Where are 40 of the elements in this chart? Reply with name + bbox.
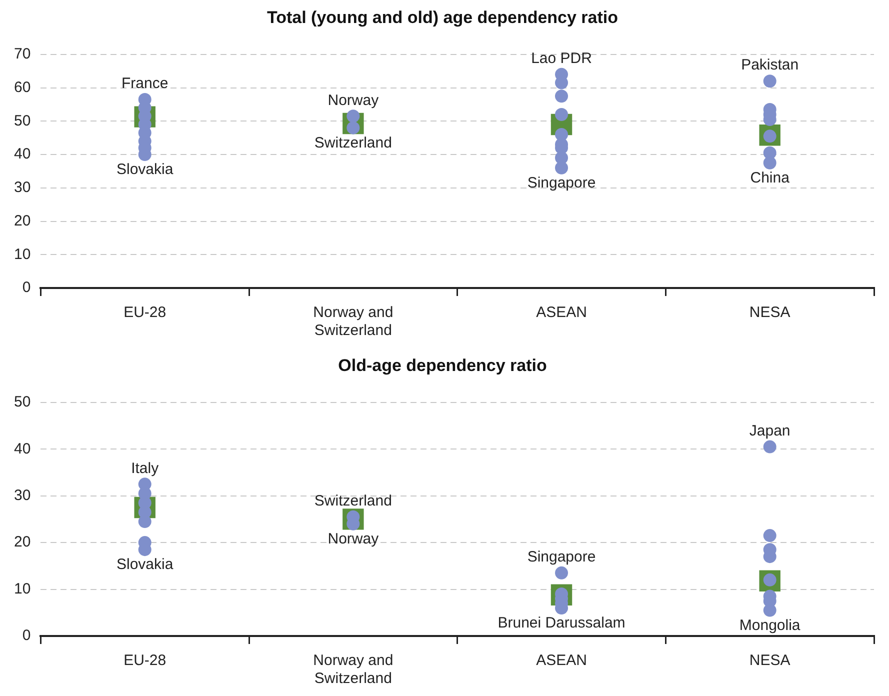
annotation: Norway [328,530,380,548]
chart-title: Old-age dependency ratio [338,356,547,375]
annotation: Brunei Darussalam [498,614,626,632]
x-tick-label: Norway and Switzerland [313,304,394,340]
y-tick-label: 40 [14,440,31,458]
y-tick-label: 10 [14,580,31,598]
x-tick-label: Norway and Switzerland [313,652,394,688]
y-tick-label: 30 [14,179,31,196]
y-tick-label: 60 [14,78,31,96]
annotation: Norway [328,92,380,109]
y-tick-label: 0 [22,279,31,296]
annotation: China [750,170,790,186]
y-tick-label: 30 [14,486,31,504]
annotation: Pakistan [741,56,799,74]
chart-title: Total (young and old) age dependency ratio [266,8,618,27]
annotation: Switzerland [314,134,392,152]
annotation: Japan [749,422,790,440]
annotation: Italy [131,460,160,477]
x-tick-label: NESA [749,304,790,322]
y-tick-label: 20 [14,212,31,230]
y-tick-label: 10 [14,246,31,263]
annotation: Switzerland [314,492,392,510]
y-tick-label: 0 [22,627,31,644]
annotation: Singapore [527,548,596,566]
x-tick-label: NESA [749,652,790,670]
y-tick-label: 50 [14,112,31,130]
annotation: Lao PDR [531,50,592,68]
annotation: Slovakia [116,161,174,178]
annotation: Singapore [527,174,596,192]
y-tick-label: 40 [14,146,31,163]
y-tick-label: 50 [14,394,31,411]
y-tick-label: 20 [14,534,31,551]
y-tick-label: 70 [14,46,31,63]
annotation: France [122,75,168,92]
x-tick-label: EU-28 [124,652,166,670]
x-tick-label: EU-28 [124,304,166,322]
annotation: Mongolia [739,616,801,634]
x-tick-label: ASEAN [536,652,587,670]
x-tick-label: ASEAN [536,304,587,322]
annotation: Slovakia [116,556,174,574]
